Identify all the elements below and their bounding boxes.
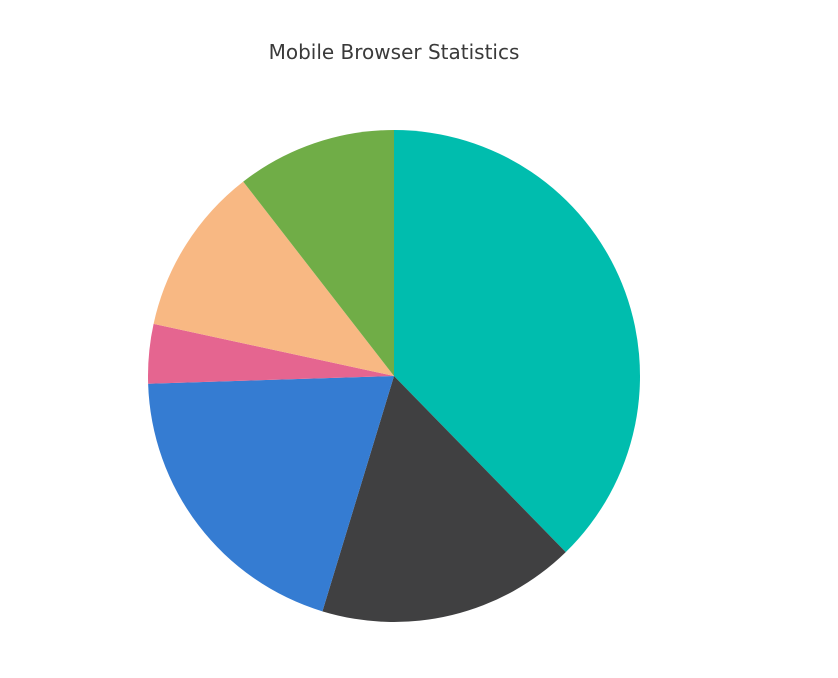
pie-slice-5 [153,181,394,376]
pie-slice-1 [394,130,641,553]
pie-slice-6 [243,130,394,376]
chart-title: Mobile Browser Statistics [268,40,520,64]
pie-slice-4 [147,323,394,384]
pie-slice-2 [322,376,566,622]
pie-slice-3 [148,376,394,612]
